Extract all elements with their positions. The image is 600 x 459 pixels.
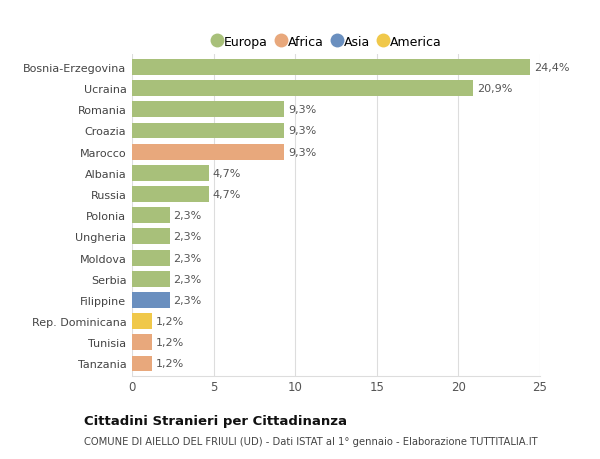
- Text: COMUNE DI AIELLO DEL FRIULI (UD) - Dati ISTAT al 1° gennaio - Elaborazione TUTTI: COMUNE DI AIELLO DEL FRIULI (UD) - Dati …: [84, 437, 538, 446]
- Text: 2,3%: 2,3%: [173, 274, 202, 284]
- Text: 4,7%: 4,7%: [213, 190, 241, 200]
- Bar: [132, 60, 530, 76]
- Legend: Europa, Africa, Asia, America: Europa, Africa, Asia, America: [214, 36, 442, 49]
- Text: 1,2%: 1,2%: [155, 316, 184, 326]
- Text: 4,7%: 4,7%: [213, 168, 241, 179]
- Text: 2,3%: 2,3%: [173, 211, 202, 221]
- Bar: [132, 250, 170, 266]
- Bar: [132, 292, 170, 308]
- Text: 9,3%: 9,3%: [288, 105, 316, 115]
- Bar: [132, 356, 152, 372]
- Text: 24,4%: 24,4%: [534, 63, 570, 73]
- Text: 1,2%: 1,2%: [155, 358, 184, 369]
- Text: 20,9%: 20,9%: [477, 84, 512, 94]
- Bar: [132, 271, 170, 287]
- Text: 9,3%: 9,3%: [288, 147, 316, 157]
- Bar: [132, 208, 170, 224]
- Text: 2,3%: 2,3%: [173, 232, 202, 242]
- Text: 9,3%: 9,3%: [288, 126, 316, 136]
- Bar: [132, 166, 209, 181]
- Text: Cittadini Stranieri per Cittadinanza: Cittadini Stranieri per Cittadinanza: [84, 414, 347, 428]
- Bar: [132, 81, 473, 97]
- Bar: [132, 123, 284, 139]
- Text: 1,2%: 1,2%: [155, 337, 184, 347]
- Text: 2,3%: 2,3%: [173, 253, 202, 263]
- Bar: [132, 145, 284, 160]
- Bar: [132, 313, 152, 330]
- Bar: [132, 335, 152, 351]
- Bar: [132, 229, 170, 245]
- Text: 2,3%: 2,3%: [173, 295, 202, 305]
- Bar: [132, 187, 209, 202]
- Bar: [132, 102, 284, 118]
